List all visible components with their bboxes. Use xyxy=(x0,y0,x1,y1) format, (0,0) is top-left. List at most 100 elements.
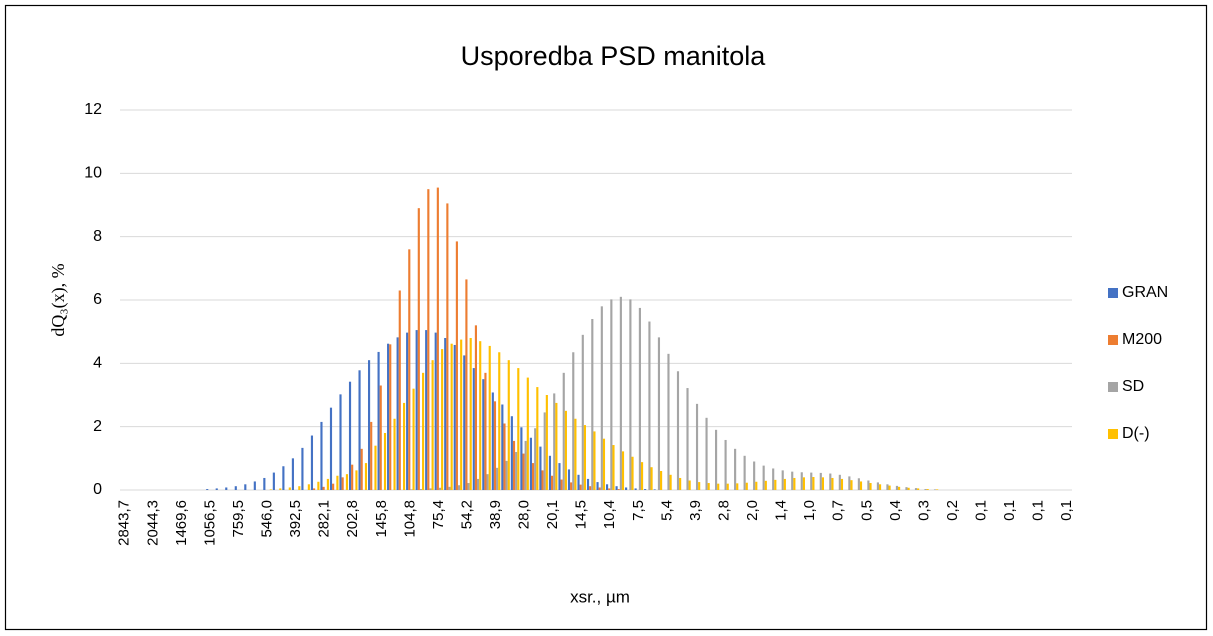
bar xyxy=(377,351,380,490)
x-tick-label: 0,2 xyxy=(944,500,961,521)
bar xyxy=(545,395,548,490)
bar xyxy=(341,477,344,490)
bar xyxy=(332,483,335,490)
x-tick-label: 0,7 xyxy=(830,500,847,521)
bar xyxy=(793,477,796,490)
bar xyxy=(657,337,661,490)
bar xyxy=(667,353,670,490)
bar xyxy=(536,387,539,490)
bar xyxy=(431,360,434,490)
bar xyxy=(360,448,363,490)
bar xyxy=(279,488,282,490)
bar xyxy=(548,455,552,490)
bar xyxy=(463,355,466,490)
bar xyxy=(329,407,333,490)
bar xyxy=(717,483,720,490)
bar xyxy=(629,299,632,490)
bar xyxy=(307,484,310,490)
bar xyxy=(339,394,342,490)
bar xyxy=(933,489,937,490)
bar xyxy=(441,349,444,490)
x-tick-label: 0,5 xyxy=(858,500,875,521)
bar xyxy=(802,477,805,490)
bar xyxy=(425,330,428,490)
bar xyxy=(572,352,575,490)
x-tick-label: 0,1 xyxy=(1058,500,1075,521)
bar xyxy=(520,427,523,490)
bar xyxy=(810,472,813,490)
bar xyxy=(358,370,361,490)
bar xyxy=(698,482,701,490)
bar xyxy=(564,410,567,490)
bar xyxy=(444,338,447,490)
bar xyxy=(345,474,349,490)
bar xyxy=(598,487,601,490)
x-tick-label: 7,5 xyxy=(630,500,647,521)
bar xyxy=(586,478,590,490)
bar xyxy=(479,341,482,490)
bar xyxy=(755,481,758,490)
legend-label: M200 xyxy=(1122,331,1162,348)
bar xyxy=(743,455,746,490)
bar xyxy=(348,381,352,490)
bar xyxy=(715,429,718,490)
bar xyxy=(574,418,577,490)
bar xyxy=(591,319,594,490)
bar xyxy=(383,433,387,490)
bar xyxy=(225,487,228,490)
bar xyxy=(419,489,423,490)
bar xyxy=(379,385,382,490)
x-tick-label: 0,1 xyxy=(1001,500,1018,521)
bar xyxy=(493,401,497,490)
legend-swatch xyxy=(1108,382,1118,392)
bar xyxy=(829,473,832,490)
bar xyxy=(600,306,603,490)
bar xyxy=(724,439,727,490)
bar xyxy=(317,481,320,490)
bar xyxy=(734,448,737,490)
bar xyxy=(408,249,411,490)
legend-label: D(-) xyxy=(1122,425,1150,442)
bar xyxy=(355,470,358,490)
bar xyxy=(589,486,592,490)
bar xyxy=(434,332,437,490)
bar xyxy=(526,377,529,490)
bar xyxy=(617,489,620,490)
bar xyxy=(244,484,247,490)
bar xyxy=(320,421,323,490)
bar xyxy=(298,486,301,490)
bar xyxy=(517,368,520,490)
bar xyxy=(878,484,882,490)
bar xyxy=(501,404,504,490)
bar xyxy=(800,472,803,490)
bar xyxy=(396,337,399,490)
bar xyxy=(638,307,641,490)
bar xyxy=(291,458,294,490)
bar xyxy=(206,489,209,490)
bar xyxy=(650,467,653,490)
bar xyxy=(263,477,266,490)
bar xyxy=(515,452,518,490)
bar xyxy=(477,478,480,490)
bar xyxy=(640,462,644,490)
bar xyxy=(812,477,815,490)
bar xyxy=(322,486,325,490)
legend-swatch xyxy=(1108,429,1118,439)
bar xyxy=(869,483,872,490)
bar xyxy=(608,488,611,490)
bar xyxy=(736,483,739,490)
y-axis-title: dQ₃(x), % xyxy=(48,263,69,336)
x-tick-label: 0,1 xyxy=(1030,500,1047,521)
x-tick-label: 546,0 xyxy=(259,500,276,538)
bar xyxy=(819,472,822,490)
bar xyxy=(570,482,573,490)
bar xyxy=(898,486,901,490)
y-tick-label: 8 xyxy=(93,228,102,245)
bar xyxy=(679,477,682,490)
bar xyxy=(282,466,285,490)
bar xyxy=(272,472,275,490)
x-tick-label: 145,8 xyxy=(373,500,390,538)
x-tick-label: 104,8 xyxy=(401,500,418,538)
x-tick-label: 202,8 xyxy=(344,500,361,538)
bar xyxy=(625,487,628,490)
